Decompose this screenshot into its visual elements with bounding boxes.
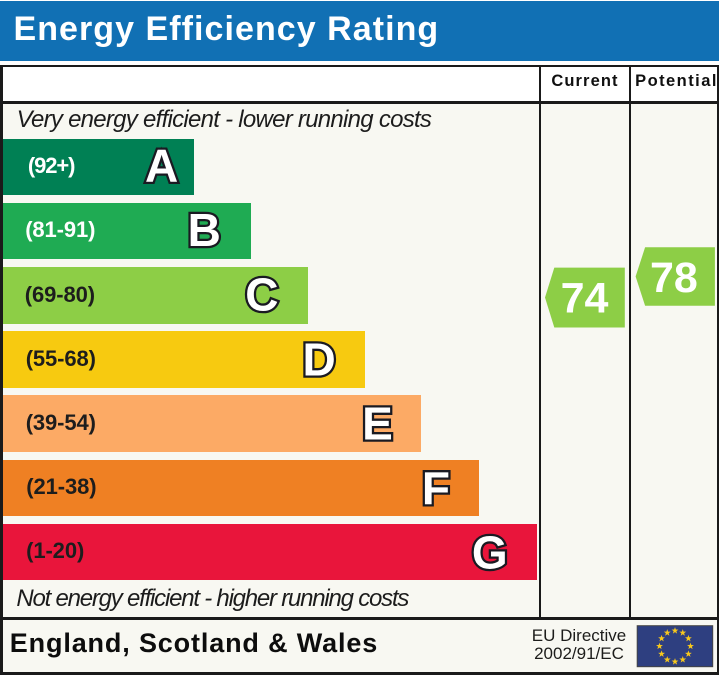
svg-text:G: G: [472, 526, 508, 578]
svg-text:A: A: [145, 139, 178, 191]
svg-text:E: E: [362, 398, 393, 450]
svg-text:C: C: [245, 269, 278, 321]
svg-text:74: 74: [561, 275, 609, 323]
svg-text:78: 78: [650, 254, 698, 302]
svg-text:D: D: [302, 334, 335, 386]
svg-text:B: B: [188, 204, 221, 256]
svg-text:F: F: [422, 462, 450, 514]
